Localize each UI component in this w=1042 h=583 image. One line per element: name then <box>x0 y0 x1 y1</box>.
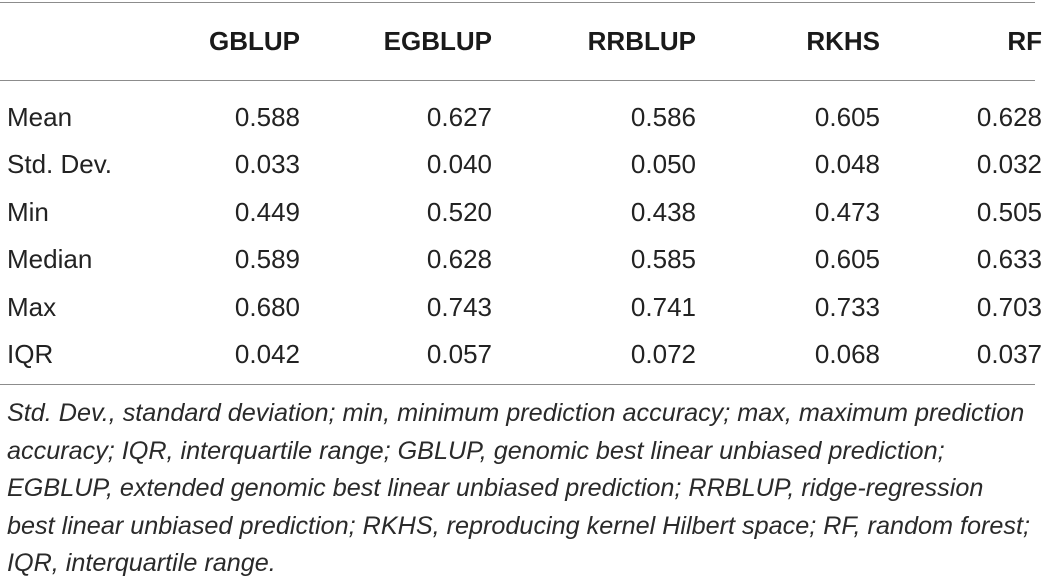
table-cell: 0.042 <box>234 339 300 370</box>
table-cell: 0.449 <box>234 196 300 227</box>
table-row-median: Median 0.589 0.628 0.585 0.605 0.633 <box>0 236 1042 284</box>
table-cell: 0.068 <box>814 339 880 370</box>
table-cell: 0.627 <box>426 102 492 132</box>
table-cell: 0.703 <box>976 291 1042 322</box>
table-cell: 0.072 <box>630 339 696 370</box>
table-header-row: GBLUP EGBLUP RRBLUP RKHS RF <box>0 0 1042 82</box>
table-row-mean: Mean 0.588 0.627 0.586 0.605 0.628 <box>0 82 1042 141</box>
column-header-rf: RF <box>1007 25 1042 56</box>
row-label: IQR <box>7 339 54 370</box>
table-cell: 0.438 <box>630 196 696 227</box>
table-row-max: Max 0.680 0.743 0.741 0.733 0.703 <box>0 284 1042 332</box>
column-header-stat <box>0 0 200 82</box>
row-label: Max <box>7 291 57 322</box>
table-cell: 0.589 <box>234 244 300 275</box>
table-cell: 0.743 <box>426 291 492 322</box>
table-row-iqr: IQR 0.042 0.057 0.072 0.068 0.037 <box>0 331 1042 379</box>
column-header-egblup: EGBLUP <box>383 25 492 56</box>
table-cell: 0.605 <box>814 102 880 132</box>
table-cell: 0.605 <box>814 244 880 275</box>
table-cell: 0.050 <box>630 149 696 180</box>
table-cell: 0.520 <box>426 196 492 227</box>
row-label: Mean <box>7 102 73 132</box>
table-cell: 0.505 <box>976 196 1042 227</box>
table-cell: 0.037 <box>976 339 1042 370</box>
table-cell: 0.586 <box>630 102 696 132</box>
table-bottom-rule <box>0 384 1035 385</box>
column-header-rkhs: RKHS <box>806 25 880 56</box>
row-label: Min <box>7 196 49 227</box>
table-cell: 0.040 <box>426 149 492 180</box>
table-cell: 0.628 <box>976 102 1042 132</box>
table-cell: 0.048 <box>814 149 880 180</box>
table-cell: 0.733 <box>814 291 880 322</box>
row-label: Std. Dev. <box>7 149 113 180</box>
statistics-table: GBLUP EGBLUP RRBLUP RKHS RF Mean 0.588 0… <box>0 0 1042 379</box>
table-cell: 0.588 <box>234 102 300 132</box>
table-footnote: Std. Dev., standard deviation; min, mini… <box>7 399 1030 578</box>
table-cell: 0.032 <box>976 149 1042 180</box>
table-row-min: Min 0.449 0.520 0.438 0.473 0.505 <box>0 189 1042 237</box>
column-header-rrblup: RRBLUP <box>587 25 696 56</box>
table-cell: 0.585 <box>630 244 696 275</box>
table-row-std-dev: Std. Dev. 0.033 0.040 0.050 0.048 0.032 <box>0 141 1042 189</box>
table-header-rule <box>0 80 1035 81</box>
table-cell: 0.057 <box>426 339 492 370</box>
table-cell: 0.473 <box>814 196 880 227</box>
table-cell: 0.680 <box>234 291 300 322</box>
row-label: Median <box>7 244 93 275</box>
table-cell: 0.628 <box>426 244 492 275</box>
table-cell: 0.033 <box>234 149 300 180</box>
table-cell: 0.741 <box>630 291 696 322</box>
table-top-rule <box>0 2 1035 3</box>
table-cell: 0.633 <box>976 244 1042 275</box>
column-header-gblup: GBLUP <box>209 25 300 56</box>
